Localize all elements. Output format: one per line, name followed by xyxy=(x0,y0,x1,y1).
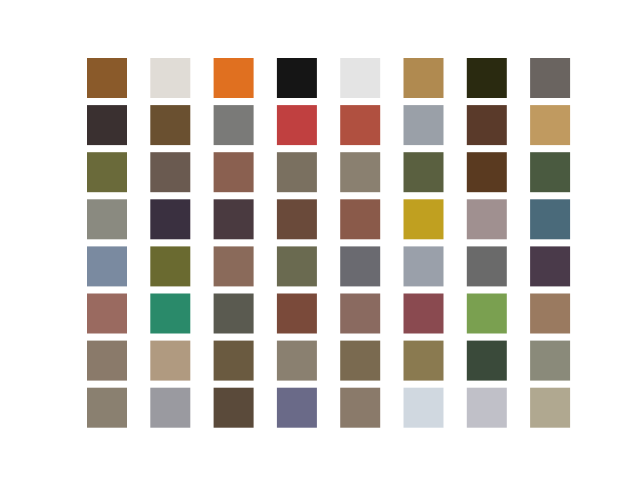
thumbnail xyxy=(530,387,571,428)
thumbnail xyxy=(403,105,444,146)
thumbnail xyxy=(466,293,507,334)
thumbnail xyxy=(213,340,254,381)
thumbnail xyxy=(403,152,444,193)
thumbnail xyxy=(466,340,507,381)
thumbnail xyxy=(403,293,444,334)
thumbnail xyxy=(466,387,507,428)
thumbnail xyxy=(276,199,317,240)
thumbnail xyxy=(466,58,507,98)
thumbnail xyxy=(403,246,444,287)
thumbnail xyxy=(276,105,317,146)
thumbnail xyxy=(276,58,317,98)
thumbnail xyxy=(150,152,191,193)
thumbnail xyxy=(530,246,571,287)
thumbnail xyxy=(276,152,317,193)
thumbnail xyxy=(530,58,571,98)
thumbnail xyxy=(340,340,381,381)
thumbnail xyxy=(340,293,381,334)
thumbnail xyxy=(340,152,381,193)
thumbnail xyxy=(213,199,254,240)
thumbnail xyxy=(87,58,127,98)
thumbnail xyxy=(466,199,507,240)
thumbnail xyxy=(150,293,191,334)
thumbnail xyxy=(466,246,507,287)
thumbnail xyxy=(87,199,127,240)
thumbnail xyxy=(403,387,444,428)
thumbnail xyxy=(150,387,191,428)
thumbnail xyxy=(213,387,254,428)
thumbnail xyxy=(87,340,127,381)
thumbnail xyxy=(213,58,254,98)
thumbnail xyxy=(213,246,254,287)
thumbnail xyxy=(87,387,127,428)
thumbnail xyxy=(340,387,381,428)
thumbnail xyxy=(340,199,381,240)
thumbnail xyxy=(403,340,444,381)
thumbnail xyxy=(530,340,571,381)
thumbnail xyxy=(466,105,507,146)
thumbnail xyxy=(150,58,191,98)
thumbnail xyxy=(340,105,381,146)
thumbnail xyxy=(150,246,191,287)
thumbnail xyxy=(530,199,571,240)
thumbnail xyxy=(530,105,571,146)
thumbnail xyxy=(150,199,191,240)
thumbnail xyxy=(276,340,317,381)
thumbnail xyxy=(213,293,254,334)
thumbnail xyxy=(87,293,127,334)
thumbnail xyxy=(403,199,444,240)
thumbnail xyxy=(276,246,317,287)
thumbnail xyxy=(530,152,571,193)
thumbnail xyxy=(530,293,571,334)
thumbnail xyxy=(340,246,381,287)
thumbnail xyxy=(87,152,127,193)
thumbnail xyxy=(150,340,191,381)
thumbnail xyxy=(150,105,191,146)
thumbnail xyxy=(87,246,127,287)
thumbnail xyxy=(466,152,507,193)
thumbnail xyxy=(87,105,127,146)
thumbnail xyxy=(340,58,381,98)
thumbnail xyxy=(403,58,444,98)
thumbnail xyxy=(213,105,254,146)
thumbnail xyxy=(276,387,317,428)
thumbnail xyxy=(276,293,317,334)
thumbnail xyxy=(213,152,254,193)
